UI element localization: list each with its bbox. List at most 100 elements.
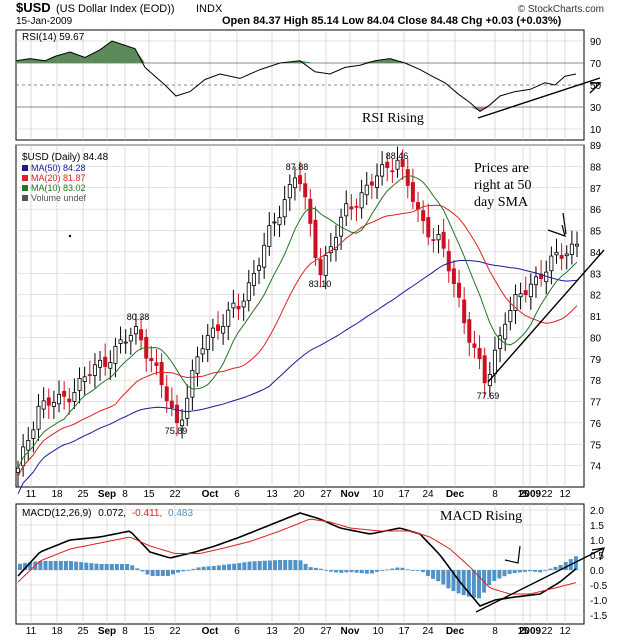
price-candle-body (513, 294, 518, 311)
macd-histogram-bar (344, 570, 349, 573)
x-tick-label: 15 (517, 626, 529, 637)
price-candle-body (323, 255, 328, 276)
macd-histogram-bar (410, 570, 415, 571)
macd-line (17, 512, 577, 607)
macd-histogram-bar (252, 561, 257, 570)
price-candle-body (364, 184, 369, 196)
macd-histogram-bar (130, 565, 135, 570)
macd-histogram-bar (89, 563, 94, 570)
macd-histogram-bar (533, 570, 538, 572)
price-candle-body (236, 305, 241, 310)
macd-histogram-bar (563, 562, 568, 570)
macd-histogram-bar (308, 567, 313, 570)
macd-histogram-bar (349, 570, 354, 573)
price-candle-body (354, 205, 359, 208)
price-candle-body (528, 283, 533, 298)
price-candle-body (395, 159, 400, 170)
price-candle-body (303, 183, 308, 198)
x-tick-label: Sep (98, 489, 116, 500)
price-candle-body (287, 184, 292, 199)
price-candle-body (113, 345, 118, 364)
legend-swatch (22, 175, 28, 181)
macd-histogram-bar (395, 567, 400, 570)
rsi-tick-label: 90 (590, 37, 602, 48)
macd-histogram-bar (548, 568, 553, 570)
price-candle-body (462, 299, 467, 324)
macd-histogram-bar (28, 562, 33, 570)
price-candle-body (62, 390, 67, 397)
price-candle-body (231, 302, 236, 309)
price-candle-body (380, 164, 385, 177)
macd-tick-label: 2.0 (590, 506, 604, 517)
callout-high-sep: 80.38 (127, 312, 150, 322)
macd-arrow-icon (504, 545, 521, 564)
price-annotation-line-3: day SMA (474, 195, 529, 210)
header-exchange: INDX (196, 3, 223, 15)
price-candle-body (185, 397, 190, 419)
x-tick-label: 22 (169, 626, 181, 637)
macd-histogram-bar (165, 570, 170, 576)
macd-histogram-bar (216, 565, 221, 570)
price-candle-body (503, 323, 508, 340)
price-candle-body (72, 392, 77, 402)
price-candle-body (298, 175, 303, 185)
macd-histogram-bar (339, 570, 344, 573)
macd-histogram-bar (262, 560, 267, 570)
price-candle-body (169, 400, 174, 409)
macd-histogram-bar (206, 566, 211, 570)
rsi-oversold-fill (16, 107, 576, 112)
price-candle-body (190, 369, 195, 398)
macd-histogram-bar (390, 568, 395, 570)
price-candle-body (308, 198, 313, 224)
macd-histogram-bar (99, 564, 104, 570)
x-tick-label: 12 (559, 489, 571, 500)
x-tick-label: 8 (492, 489, 498, 500)
x-tick-label: Oct (202, 489, 219, 500)
price-candle-body (226, 309, 231, 327)
price-candle-body (431, 239, 436, 241)
price-candle-body (523, 290, 528, 296)
price-tick-label: 75 (590, 440, 602, 451)
macd-histogram-bar (155, 570, 160, 576)
price-candle-body (133, 326, 138, 335)
price-candle-body (549, 255, 554, 272)
header-name: (US Dollar Index (EOD)) (56, 3, 175, 15)
price-candle-body (313, 219, 318, 259)
price-tick-label: 88 (590, 162, 602, 173)
macd-histogram-bar (298, 560, 303, 570)
macd-histogram-bar (573, 556, 578, 570)
price-candle-body (457, 282, 462, 298)
price-candle-body (318, 259, 323, 276)
x-tick-label: 18 (51, 489, 63, 500)
x-tick-label: 24 (422, 489, 434, 500)
price-candle-body (216, 324, 221, 332)
price-candle-body (77, 377, 82, 391)
price-candle-body (159, 361, 164, 386)
price-candle-body (467, 319, 472, 343)
x-tick-label: 20 (293, 489, 305, 500)
rsi-overbought-fill (16, 41, 576, 63)
price-tick-label: 85 (590, 227, 602, 238)
price-candle-body (533, 276, 538, 286)
grid-lines (16, 30, 584, 624)
price-candle-body (92, 364, 97, 376)
macd-histogram-bar (267, 560, 272, 570)
price-candle-body (421, 210, 426, 222)
price-candle-body (374, 175, 379, 188)
price-candle-body (57, 393, 62, 405)
macd-histogram-bar (543, 570, 548, 571)
price-candle-body (149, 358, 154, 362)
price-tick-label: 86 (590, 205, 602, 216)
macd-histogram-bar (43, 561, 48, 570)
price-candle-body (195, 356, 200, 374)
x-tick-label: 2009 (519, 626, 542, 637)
price-candle-body (36, 405, 41, 430)
macd-histogram-bar (109, 564, 114, 570)
macd-histogram-bar (58, 561, 63, 570)
macd-histogram-bar (125, 564, 130, 570)
x-tick-label: Oct (202, 626, 219, 637)
price-tick-label: 84 (590, 248, 602, 259)
price-candle-body (251, 272, 256, 286)
macd-histogram-bar (492, 570, 497, 581)
price-candle-body (128, 334, 133, 342)
